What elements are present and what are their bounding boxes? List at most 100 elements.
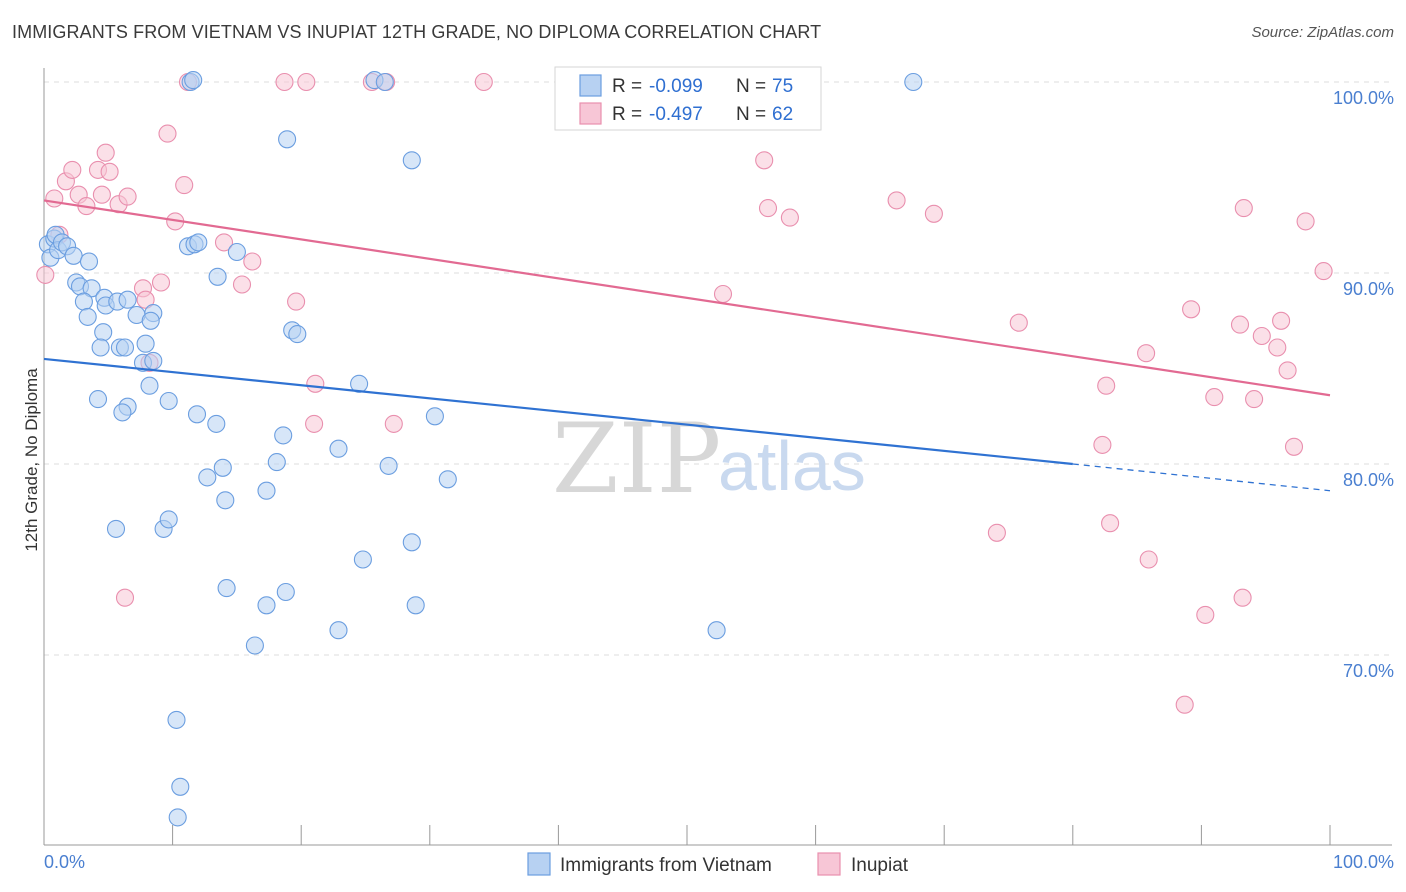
vietnam-point-34	[207, 414, 226, 433]
legend-swatch-blue	[579, 74, 602, 97]
chart-title: IMMIGRANTS FROM VIETNAM VS INUPIAT 12TH …	[12, 22, 822, 42]
inupiat-point-58	[1101, 514, 1120, 533]
vietnam-point-75	[707, 621, 726, 640]
bottom-legend-swatch-inupiat[interactable]	[817, 852, 841, 876]
y-tick-label-0: 70.0%	[1343, 661, 1394, 681]
inupiat-point-46	[1314, 262, 1333, 281]
inupiat-point-45	[1296, 212, 1315, 231]
inupiat-point-57	[987, 523, 1006, 542]
legend-r-value-pink: -0.497	[649, 104, 703, 125]
inupiat-point-32	[474, 72, 493, 92]
inupiat-point-8	[92, 185, 111, 204]
vietnam-point-11	[82, 279, 101, 298]
bottom-legend-label-inupiat[interactable]: Inupiat	[851, 855, 909, 876]
legend-r-value-blue: -0.099	[649, 76, 703, 97]
inupiat-point-28	[305, 414, 324, 433]
vietnam-point-54	[904, 72, 923, 92]
inupiat-point-12	[118, 187, 137, 206]
inupiat-point-61	[1233, 588, 1252, 607]
vietnam-trend-line	[43, 357, 1073, 466]
legend-r-label-pink: R =	[612, 104, 642, 125]
inupiat-point-38	[780, 208, 799, 227]
vietnam-point-17	[118, 290, 137, 309]
legend-n-value-pink: 62	[772, 104, 793, 125]
vietnam-point-33	[187, 405, 207, 424]
inupiat-point-27	[306, 374, 325, 393]
inupiat-point-51	[1245, 390, 1264, 409]
inupiat-point-26	[287, 292, 306, 311]
vietnam-point-24	[115, 338, 135, 357]
y-tick-label-1: 80.0%	[1343, 470, 1394, 490]
vietnam-point-13	[78, 307, 97, 326]
inupiat-point-10	[100, 162, 119, 181]
vietnam-point-60	[257, 481, 276, 500]
inupiat-point-14	[136, 290, 155, 309]
vietnam-point-36	[198, 468, 217, 487]
y-axis-label: 12th Grade, No Diploma	[22, 368, 41, 552]
grid-lines	[44, 81, 1392, 656]
watermark-atlas: atlas	[718, 427, 866, 505]
vietnam-point-64	[402, 533, 421, 552]
vietnam-point-25	[136, 334, 155, 353]
inupiat-point-36	[755, 151, 774, 170]
watermark-zip: ZIP	[552, 403, 721, 515]
watermark: ZIP atlas	[552, 403, 866, 515]
vietnam-point-12	[74, 292, 93, 311]
y-tick-label-3: 100.0%	[1333, 88, 1394, 108]
vietnam-point-50	[184, 71, 203, 90]
vietnam-point-66	[217, 579, 236, 598]
vietnam-point-63	[438, 470, 457, 489]
inupiat-point-9	[96, 143, 115, 162]
inupiat-point-50	[1230, 315, 1250, 334]
inupiat-point-16	[151, 273, 171, 292]
series-inupiat-points	[36, 72, 1333, 714]
vietnam-point-74	[168, 808, 187, 827]
inupiat-point-4	[63, 160, 82, 179]
inupiat-point-22	[243, 252, 262, 271]
vietnam-point-55	[402, 151, 421, 170]
inupiat-point-1	[45, 189, 64, 208]
legend-swatch-pink	[579, 102, 602, 125]
inupiat-point-42	[1097, 376, 1116, 395]
vietnam-point-68	[276, 582, 295, 602]
vietnam-point-52	[375, 72, 394, 92]
vietnam-point-72	[167, 710, 186, 729]
inupiat-point-52	[1252, 326, 1271, 346]
vietnam-point-21	[94, 323, 113, 342]
vietnam-point-59	[267, 453, 286, 472]
vietnam-point-44	[227, 242, 246, 262]
inupiat-point-43	[1093, 435, 1112, 454]
bottom-legend-label-vietnam[interactable]: Immigrants from Vietnam	[560, 855, 772, 876]
inupiat-point-56	[1284, 437, 1304, 456]
vietnam-point-73	[171, 777, 190, 796]
legend-n-label-blue: N =	[736, 76, 766, 97]
inupiat-point-62	[1175, 695, 1194, 714]
vietnam-point-58	[274, 426, 293, 445]
y-tick-label-2: 90.0%	[1343, 279, 1394, 299]
vietnam-point-67	[257, 596, 276, 615]
trend-lines	[43, 199, 1331, 492]
vietnam-point-61	[379, 456, 398, 475]
vietnam-point-37	[216, 491, 235, 510]
vietnam-point-28	[140, 376, 159, 395]
inupiat-point-35	[713, 284, 733, 304]
inupiat-point-40	[924, 204, 943, 223]
inupiat-point-21	[214, 233, 234, 252]
vietnam-point-56	[350, 374, 369, 393]
vietnam-point-8	[79, 252, 99, 271]
x-tick-label-max: 100.0%	[1333, 852, 1394, 872]
inupiat-point-23	[232, 275, 252, 294]
inupiat-point-31	[384, 414, 403, 433]
inupiat-point-54	[1272, 311, 1291, 330]
inupiat-point-25	[297, 72, 316, 92]
vietnam-point-32	[159, 391, 178, 411]
vietnam-point-57	[329, 439, 348, 458]
vietnam-point-27	[144, 351, 163, 370]
inupiat-point-39	[887, 191, 906, 210]
bottom-legend-swatch-vietnam[interactable]	[527, 852, 551, 876]
inupiat-point-17	[158, 124, 177, 143]
vietnam-point-69	[329, 621, 348, 640]
inupiat-point-49	[1205, 388, 1224, 407]
inupiat-point-47	[1137, 344, 1156, 363]
